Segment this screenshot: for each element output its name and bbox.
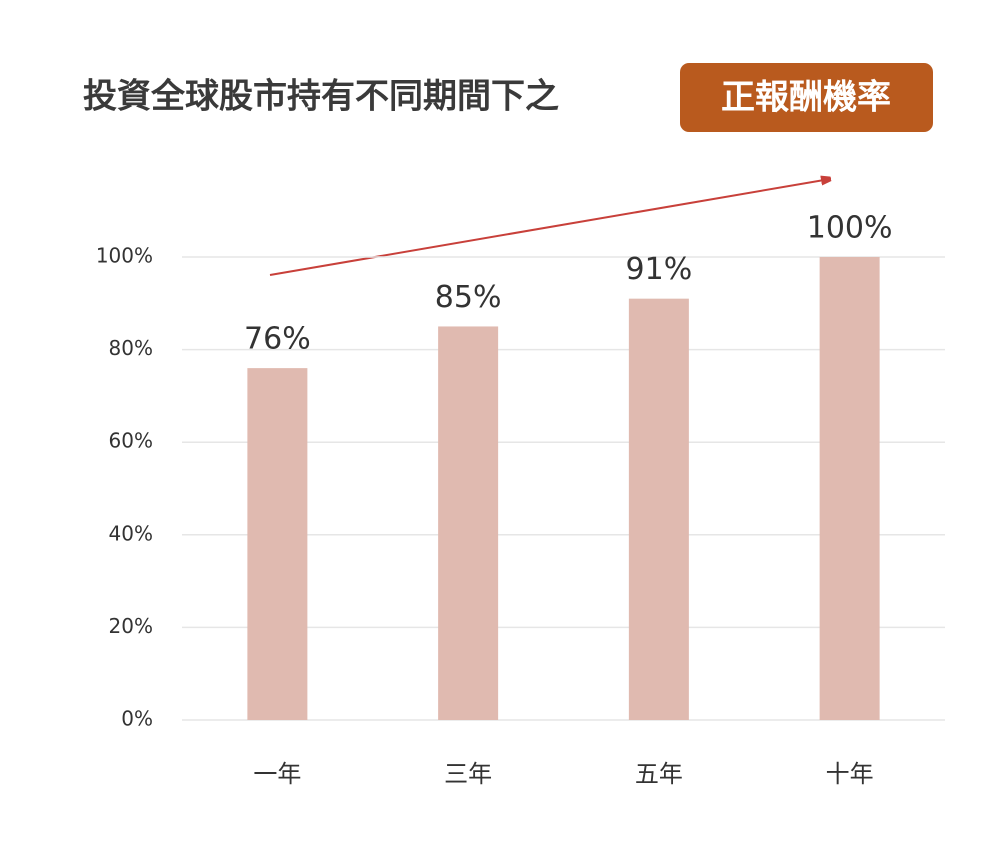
bar (628, 298, 689, 720)
data-label: 85% (435, 280, 502, 315)
data-label: 91% (626, 252, 693, 287)
bar (247, 368, 308, 720)
trend-arrow (269, 179, 830, 276)
title-badge (680, 63, 933, 132)
y-tick-label: 20% (109, 614, 153, 638)
y-tick-label: 40% (109, 521, 153, 545)
data-label: 100% (807, 211, 893, 246)
y-tick-label: 80% (109, 336, 153, 360)
x-tick-label: 五年 (635, 760, 683, 788)
y-tick-label: 60% (109, 429, 153, 453)
x-tick-label: 十年 (826, 760, 874, 788)
bar (438, 326, 499, 720)
chart-title: 投資全球股市持有不同期間下之 (83, 77, 559, 117)
x-tick-label: 三年 (444, 760, 492, 788)
data-label: 76% (244, 322, 311, 357)
y-tick-label: 100% (96, 244, 153, 268)
x-tick-label: 一年 (253, 760, 301, 788)
title-highlight: 正報酬機率 (721, 78, 891, 118)
y-tick-label: 0% (121, 707, 153, 731)
bar (819, 257, 880, 720)
